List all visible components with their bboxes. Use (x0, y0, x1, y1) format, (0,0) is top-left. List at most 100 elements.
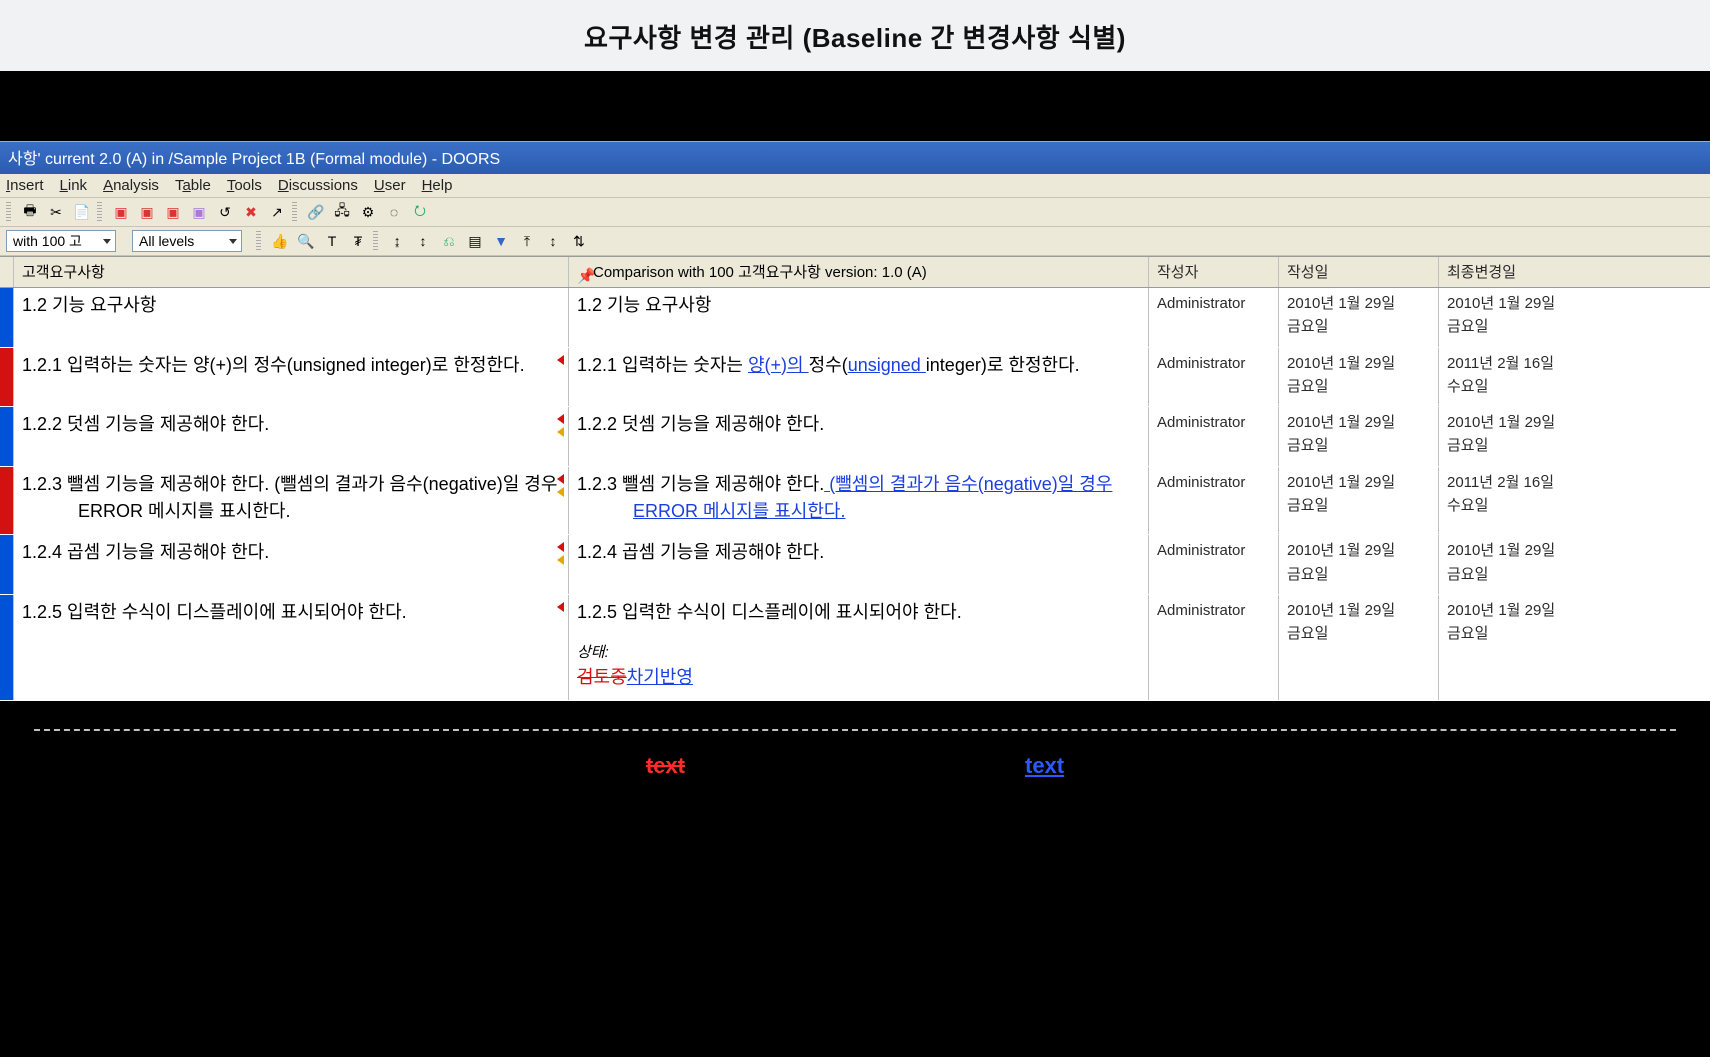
table-row[interactable]: 1.2.4 곱셈 기능을 제공해야 한다.1.2.4 곱셈 기능을 제공해야 한… (0, 535, 1710, 595)
table-row[interactable]: 1.2.2 덧셈 기능을 제공해야 한다.1.2.2 덧셈 기능을 제공해야 한… (0, 407, 1710, 467)
menubar[interactable]: Insert Link Analysis Table Tools Discuss… (0, 174, 1710, 198)
levels-dropdown[interactable]: All levels (132, 230, 242, 252)
cell-comparison[interactable]: 1.2.5 입력한 수식이 디스플레이에 표시되어야 한다.상태:검토중차기반영 (569, 595, 1149, 700)
tb-btn[interactable]: 🖧 (331, 201, 353, 223)
cell-created: 2010년 1월 29일 금요일 (1279, 535, 1439, 594)
change-marker-red-icon (557, 602, 564, 612)
cell-modified: 2010년 1월 29일 금요일 (1439, 595, 1710, 700)
col-gutter (0, 257, 14, 287)
cell-modified: 2010년 1월 29일 금요일 (1439, 407, 1710, 466)
cell-modified: 2010년 1월 29일 금요일 (1439, 535, 1710, 594)
change-marker-yellow-icon (557, 427, 564, 437)
table-row[interactable]: 1.2.5 입력한 수식이 디스플레이에 표시되어야 한다.1.2.5 입력한 … (0, 595, 1710, 701)
toolbar-row-1: 🖶 ✂ 📄 ▣ ▣ ▣ ▣ ↺ ✖ ↗ 🔗 🖧 ⚙ ◌ ⭮ (0, 198, 1710, 227)
tb-btn[interactable]: ₮ (347, 230, 369, 252)
tb-btn[interactable]: ↕ (542, 230, 564, 252)
table-row[interactable]: 1.2 기능 요구사항1.2 기능 요구사항Administrator2010년… (0, 288, 1710, 348)
tb-btn[interactable]: T (321, 230, 343, 252)
tb-btn[interactable]: ⎌ (438, 230, 460, 252)
change-bar (0, 288, 14, 347)
legend-deleted: text (646, 753, 685, 779)
cell-comparison[interactable]: 1.2.1 입력하는 숫자는 양(+)의 정수(unsigned integer… (569, 348, 1149, 407)
tb-btn[interactable]: 🔍 (295, 230, 317, 252)
tb-btn[interactable]: 🔗 (305, 201, 327, 223)
cell-requirement[interactable]: 1.2.2 덧셈 기능을 제공해야 한다. (14, 407, 569, 466)
tb-btn[interactable]: ✖ (240, 201, 262, 223)
menu-insert[interactable]: Insert (6, 177, 44, 194)
col-header-created[interactable]: 작성일 (1279, 257, 1439, 287)
divider (34, 729, 1676, 731)
change-marker-red-icon (557, 414, 564, 424)
menu-discussions[interactable]: Discussions (278, 177, 358, 194)
tb-btn[interactable]: ▣ (136, 201, 158, 223)
change-marker-red-icon (557, 474, 564, 484)
col-header-author[interactable]: 작성자 (1149, 257, 1279, 287)
cell-comparison[interactable]: 1.2.4 곱셈 기능을 제공해야 한다. (569, 535, 1149, 594)
col-header-modified[interactable]: 최종변경일 (1439, 257, 1710, 287)
grid-header: 고객요구사항 📌 Comparison with 100 고객요구사항 vers… (0, 256, 1710, 288)
col-header-comparison[interactable]: 📌 Comparison with 100 고객요구사항 version: 1.… (569, 257, 1149, 287)
table-row[interactable]: 1.2.1 입력하는 숫자는 양(+)의 정수(unsigned integer… (0, 348, 1710, 408)
cell-requirement[interactable]: 1.2 기능 요구사항 (14, 288, 569, 347)
legend: text text (0, 701, 1710, 779)
slide-title: 요구사항 변경 관리 (Baseline 간 변경사항 식별) (584, 23, 1126, 53)
menu-tools[interactable]: Tools (227, 177, 262, 194)
tb-btn[interactable]: ⚙ (357, 201, 379, 223)
tb-btn[interactable]: ✂ (45, 201, 67, 223)
requirements-grid: 고객요구사항 📌 Comparison with 100 고객요구사항 vers… (0, 256, 1710, 701)
tb-btn[interactable]: ↗ (266, 201, 288, 223)
tb-btn[interactable]: ⇅ (568, 230, 590, 252)
toolbar-grip-icon[interactable] (373, 231, 378, 251)
cell-created: 2010년 1월 29일 금요일 (1279, 407, 1439, 466)
change-bar (0, 467, 14, 535)
cell-requirement[interactable]: 1.2.4 곱셈 기능을 제공해야 한다. (14, 535, 569, 594)
col-header-main[interactable]: 고객요구사항 (14, 257, 569, 287)
tb-btn[interactable]: ▣ (162, 201, 184, 223)
tb-btn[interactable]: ▣ (110, 201, 132, 223)
tb-btn[interactable]: 📄 (71, 201, 93, 223)
cell-requirement[interactable]: 1.2.3 뺄셈 기능을 제공해야 한다. (뺄셈의 결과가 음수(negati… (14, 467, 569, 535)
cell-comparison[interactable]: 1.2 기능 요구사항 (569, 288, 1149, 347)
cell-author: Administrator (1149, 407, 1279, 466)
cell-modified: 2011년 2월 16일 수요일 (1439, 348, 1710, 407)
cell-requirement[interactable]: 1.2.1 입력하는 숫자는 양(+)의 정수(unsigned integer… (14, 348, 569, 407)
menu-help[interactable]: Help (422, 177, 453, 194)
pin-icon: 📌 (577, 267, 587, 277)
menu-link[interactable]: Link (60, 177, 88, 194)
tb-btn[interactable]: ▣ (188, 201, 210, 223)
toolbar-grip-icon[interactable] (256, 231, 261, 251)
tb-btn[interactable]: 🖶 (19, 201, 41, 223)
tb-btn[interactable]: ◌ (383, 201, 405, 223)
tb-btn[interactable]: ↨ (386, 230, 408, 252)
window-titlebar[interactable]: 사항' current 2.0 (A) in /Sample Project 1… (0, 142, 1710, 174)
change-bar (0, 535, 14, 594)
cell-requirement[interactable]: 1.2.5 입력한 수식이 디스플레이에 표시되어야 한다. (14, 595, 569, 700)
tb-btn[interactable]: ▼ (490, 230, 512, 252)
tb-btn[interactable]: ↺ (214, 201, 236, 223)
cell-comparison[interactable]: 1.2.3 뺄셈 기능을 제공해야 한다. (뺄셈의 결과가 음수(negati… (569, 467, 1149, 535)
cell-created: 2010년 1월 29일 금요일 (1279, 595, 1439, 700)
tb-btn[interactable]: ⭮ (409, 201, 431, 223)
table-row[interactable]: 1.2.3 뺄셈 기능을 제공해야 한다. (뺄셈의 결과가 음수(negati… (0, 467, 1710, 536)
menu-analysis[interactable]: Analysis (103, 177, 159, 194)
grid-body: 1.2 기능 요구사항1.2 기능 요구사항Administrator2010년… (0, 288, 1710, 701)
change-marker-red-icon (557, 542, 564, 552)
cell-comparison[interactable]: 1.2.2 덧셈 기능을 제공해야 한다. (569, 407, 1149, 466)
toolbar-grip-icon[interactable] (292, 202, 297, 222)
toolbar-grip-icon[interactable] (6, 202, 11, 222)
tb-btn[interactable]: ⤒ (516, 230, 538, 252)
legend-added: text (1025, 753, 1064, 779)
toolbar-grip-icon[interactable] (97, 202, 102, 222)
menu-table[interactable]: Table (175, 177, 211, 194)
view-dropdown[interactable]: with 100 고 (6, 230, 116, 252)
change-marker-red-icon (557, 355, 564, 365)
cell-created: 2010년 1월 29일 금요일 (1279, 348, 1439, 407)
menu-user[interactable]: User (374, 177, 406, 194)
tb-btn[interactable]: ▤ (464, 230, 486, 252)
tb-btn[interactable]: 👍 (269, 230, 291, 252)
tb-btn[interactable]: ↕ (412, 230, 434, 252)
cell-author: Administrator (1149, 288, 1279, 347)
cell-author: Administrator (1149, 535, 1279, 594)
status-value: 검토중차기반영 (577, 664, 1140, 692)
legend-row: text text (646, 753, 1064, 779)
